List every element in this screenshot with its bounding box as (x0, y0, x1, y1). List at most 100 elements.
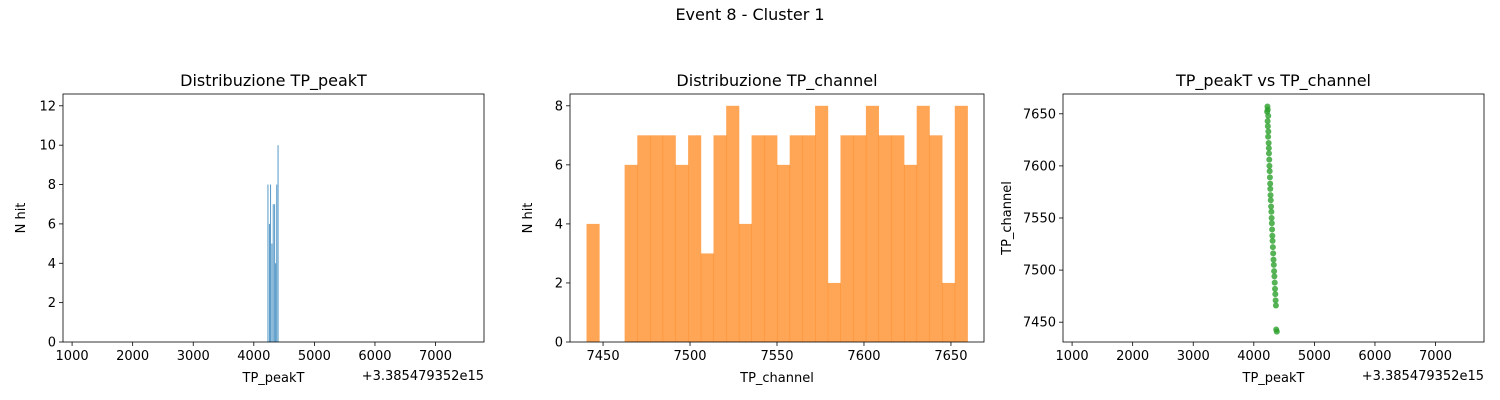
scatter-ylabel: TP_channel (1000, 181, 1015, 256)
scatter-xtick-label: 2000 (1116, 349, 1149, 364)
channel-hist-bar-22 (865, 105, 879, 342)
scatter-ytick-label: 7600 (1023, 159, 1056, 174)
scatter-point-36 (1272, 302, 1279, 309)
peakt-hist-ytick-label: 12 (39, 99, 56, 114)
peakt-hist-bar-5 (274, 204, 276, 342)
scatter-ytick-label: 7550 (1023, 212, 1056, 227)
peakt-hist-xlabel: TP_peakT (242, 371, 305, 386)
channel-hist-bar-6 (662, 135, 676, 342)
peakt-hist-ytick-label: 4 (48, 257, 56, 272)
scatter-ytick-label: 7450 (1023, 316, 1056, 331)
peakt-hist-title: Distribuzione TP_peakT (180, 71, 367, 91)
channel-hist-xtick-label: 7600 (847, 349, 880, 364)
scatter-point-38 (1273, 328, 1280, 335)
channel-hist-bar-20 (840, 135, 854, 342)
scatter-point-22 (1268, 220, 1275, 227)
scatter-point-34 (1272, 291, 1279, 298)
channel-hist-bar-24 (891, 135, 905, 342)
scatter-point-14 (1266, 174, 1273, 181)
peakt-hist-bar-3 (271, 243, 273, 342)
peakt-hist-ylabel: N hit (14, 203, 29, 234)
scatter-xtick-label: 7000 (1419, 349, 1452, 364)
scatter-point-12 (1266, 162, 1273, 169)
channel-hist-bar-0 (586, 223, 600, 342)
peakt-hist-bar-8 (277, 145, 279, 342)
scatter-point-15 (1267, 180, 1274, 187)
peakt-hist-bar-0 (267, 184, 269, 342)
channel-hist-bar-3 (624, 164, 638, 342)
channel-hist-bar-13 (751, 135, 765, 342)
channel-hist-ylabel: N hit (521, 203, 536, 234)
peakt-hist-ytick-label: 10 (39, 139, 56, 154)
scatter-point-7 (1265, 133, 1272, 140)
channel-hist-bar-25 (903, 164, 918, 342)
channel-hist-bar-9 (700, 253, 714, 342)
channel-hist-bar-23 (878, 135, 892, 342)
peakt-hist-bar-4 (272, 204, 274, 342)
scatter-point-17 (1267, 192, 1274, 199)
channel-hist-ytick-label: 8 (555, 99, 563, 114)
channel-hist-bar-15 (777, 164, 791, 342)
scatter-point-20 (1268, 208, 1275, 215)
scatter-point-28 (1270, 256, 1277, 263)
channel-hist-xtick-label: 7500 (673, 349, 706, 364)
channel-hist-bar-29 (954, 105, 968, 342)
channel-hist-bar-18 (815, 105, 829, 342)
channel-hist-bar-21 (853, 135, 867, 342)
scatter-point-4 (1264, 118, 1271, 125)
scatter-point-24 (1269, 232, 1276, 239)
scatter-xtick-label: 3000 (1177, 349, 1210, 364)
peakt-hist-xtick-label: 7000 (419, 349, 452, 364)
channel-hist-ytick-label: 4 (555, 217, 563, 232)
scatter-point-8 (1265, 139, 1272, 146)
peakt-hist-xtick-label: 3000 (177, 349, 210, 364)
scatter-title: TP_peakT vs TP_channel (1175, 71, 1371, 91)
channel-hist-bar-12 (738, 223, 753, 342)
channel-hist-ytick-label: 0 (555, 336, 563, 351)
figure-suptitle: Event 8 - Cluster 1 (675, 5, 825, 24)
peakt-hist-ytick-label: 8 (48, 178, 56, 193)
scatter-point-21 (1268, 215, 1275, 221)
scatter-point-32 (1271, 279, 1278, 286)
scatter-point-26 (1269, 244, 1276, 251)
channel-hist-xlabel: TP_channel (739, 371, 814, 386)
scatter-point-16 (1267, 185, 1274, 192)
peakt-hist-xtick-label: 5000 (298, 349, 331, 364)
scatter-point-19 (1268, 203, 1275, 210)
channel-hist-xtick-label: 7450 (587, 349, 620, 364)
peakt-hist-xtick-label: 4000 (237, 349, 270, 364)
peakt-hist-xtick-label: 1000 (56, 349, 89, 364)
scatter-point-9 (1265, 145, 1272, 152)
channel-hist-bar-28 (942, 282, 956, 342)
channel-hist-bar-17 (802, 135, 816, 342)
channel-hist-ytick-label: 6 (555, 158, 563, 173)
peakt-hist-axes-frame (62, 93, 485, 343)
channel-hist-bar-11 (726, 105, 740, 342)
scatter-xtick-label: 1000 (1056, 349, 1089, 364)
scatter-xlabel: TP_peakT (1242, 371, 1305, 386)
scatter-xtick-label: 5000 (1298, 349, 1331, 364)
scatter-ytick-label: 7500 (1023, 264, 1056, 279)
channel-hist-bar-4 (637, 135, 651, 342)
channel-hist-bar-26 (916, 105, 930, 342)
channel-hist-title: Distribuzione TP_channel (676, 71, 877, 91)
peakt-hist-bar-1 (268, 223, 270, 342)
channel-hist-ytick-label: 2 (555, 276, 563, 291)
scatter-point-10 (1265, 150, 1272, 157)
channel-hist-bar-7 (675, 164, 689, 342)
channel-hist-bar-19 (827, 282, 841, 342)
peakt-hist-xtick-label: 2000 (116, 349, 149, 364)
peakt-hist-bar-6 (275, 263, 277, 342)
scatter-x-offset-label: +3.385479352e15 (1362, 369, 1484, 384)
peakt-hist-bar-2 (270, 184, 272, 342)
channel-hist-bar-27 (929, 135, 943, 342)
peakt-hist-ytick-label: 0 (48, 336, 56, 351)
peakt-hist-ytick-label: 2 (48, 296, 56, 311)
peakt-hist-ytick-label: 6 (48, 217, 56, 232)
scatter-point-18 (1267, 197, 1274, 204)
scatter-point-30 (1271, 268, 1278, 275)
scatter-point-5 (1264, 123, 1271, 130)
peakt-hist-bar-7 (276, 184, 278, 342)
channel-hist-bar-14 (764, 135, 778, 342)
